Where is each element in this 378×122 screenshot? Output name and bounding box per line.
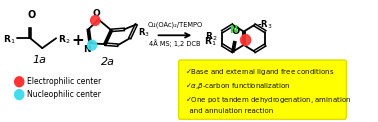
Text: Electrophilic center: Electrophilic center — [26, 77, 101, 86]
Text: $\checkmark$One pot tandem dehydrogenation, amination: $\checkmark$One pot tandem dehydrogenati… — [185, 95, 351, 105]
Ellipse shape — [15, 90, 24, 100]
Text: $\checkmark$Base and external ligand free conditions: $\checkmark$Base and external ligand fre… — [185, 67, 335, 77]
Text: O: O — [27, 10, 35, 20]
Text: Nucleophilic center: Nucleophilic center — [26, 90, 101, 99]
Text: 1a: 1a — [33, 55, 46, 65]
Text: R$_1$: R$_1$ — [204, 36, 217, 48]
Text: -R$_3$: -R$_3$ — [257, 19, 273, 31]
Text: N: N — [83, 45, 90, 54]
Text: 2a: 2a — [101, 57, 115, 67]
Ellipse shape — [15, 77, 24, 87]
Text: R$_3$: R$_3$ — [138, 26, 150, 39]
Text: $\checkmark$$\alpha$,$\beta$-carbon functionalization: $\checkmark$$\alpha$,$\beta$-carbon func… — [185, 81, 291, 91]
Text: O: O — [232, 26, 240, 36]
Text: N: N — [229, 25, 237, 35]
Text: and annulation reaction: and annulation reaction — [185, 108, 273, 114]
Text: R$_2$: R$_2$ — [58, 33, 70, 46]
Text: 3aa: 3aa — [234, 61, 254, 71]
FancyBboxPatch shape — [179, 60, 346, 119]
Text: 4Å MS; 1,2 DCB: 4Å MS; 1,2 DCB — [149, 39, 201, 47]
Ellipse shape — [240, 35, 251, 45]
Text: Cu(OAc)₂/TEMPO: Cu(OAc)₂/TEMPO — [147, 21, 203, 28]
Text: R$_2$: R$_2$ — [205, 30, 218, 43]
Ellipse shape — [87, 40, 97, 50]
Text: +: + — [71, 33, 84, 48]
Ellipse shape — [91, 15, 100, 25]
Text: O: O — [93, 10, 101, 19]
Text: R$_1$: R$_1$ — [3, 33, 15, 46]
